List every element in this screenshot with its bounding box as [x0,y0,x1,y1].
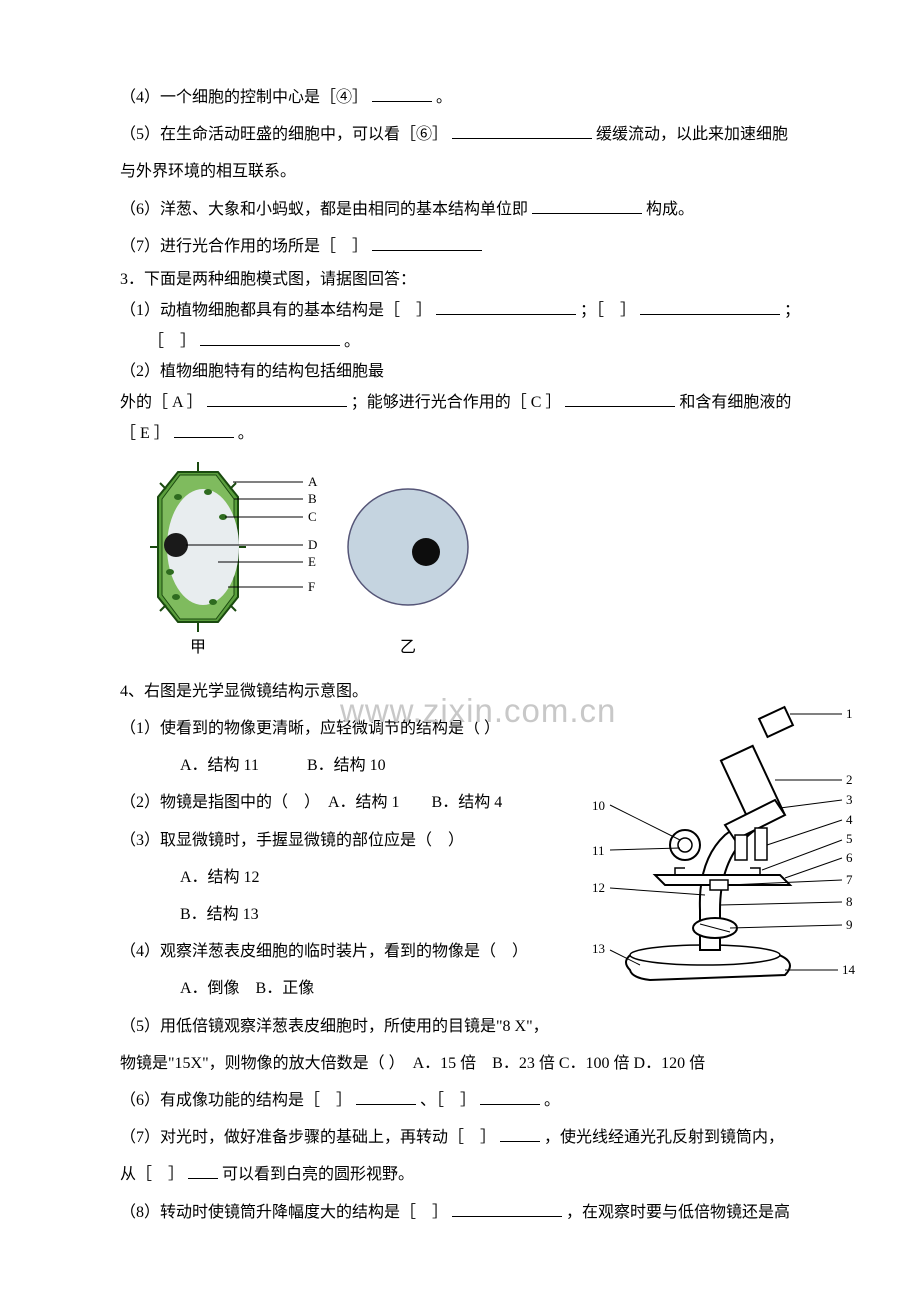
q3-2-blank2[interactable] [565,391,675,407]
q4-7-blank1[interactable] [500,1126,540,1142]
q3-1e: 。 [344,333,360,350]
q4-6a: （6）有成像功能的结构是［ ］ [120,1092,352,1109]
q5a: （5）在生命活动旺盛的细胞中，可以看［⑥］ [120,126,448,143]
q4-6b: 、［ ］ [420,1092,476,1109]
q6a: （6）洋葱、大象和小蚂蚁，都是由相同的基本结构单位即 [120,201,528,218]
cell-svg: A B C D E F 甲 乙 [128,457,488,657]
q4-6: （6）有成像功能的结构是［ ］ 、［ ］ 。 [120,1083,820,1118]
q4-4a: A．倒像 B．正像 [120,971,820,1006]
mr-7: 7 [846,872,853,887]
q4-7-blank2[interactable] [188,1163,218,1179]
q5b: 缓缓流动，以此来加速细胞 [596,126,788,143]
q4-5: （5）用低倍镜观察洋葱表皮细胞时，所使用的目镜是"8 X"， [120,1009,820,1044]
q3-1-blank1[interactable] [436,299,576,315]
mr-9: 9 [846,917,853,932]
q3-1-blank2[interactable] [640,299,780,315]
watermark: www.zixin.com.cn [340,675,616,748]
q7a: （7）进行光合作用的场所是［ ］ [120,238,368,255]
q4-text: （4）一个细胞的控制中心是［④］ [120,89,368,106]
cell-diagram: A B C D E F 甲 乙 [128,457,820,670]
question-3-2a: （2）植物细胞特有的结构包括细胞最 [120,358,820,387]
mr-2: 2 [846,772,853,787]
label-f: F [308,579,315,594]
mr-3: 3 [846,792,853,807]
q4-end: 。 [436,89,452,106]
question-3-2b: 外的［ A ］ ；能够进行光合作用的［ C ］ 和含有细胞液的 [120,389,820,418]
question-7: （7）进行光合作用的场所是［ ］ [120,229,820,264]
q3-2d: 和含有细胞液的 [679,394,791,411]
label-e: E [308,554,316,569]
q3-2e: ［ E ］ [120,425,170,442]
mr-14: 14 [842,962,856,977]
q4-3a: A．结构 12 [120,860,820,895]
q4-1-options: A．结构 11 B．结构 10 [120,748,820,783]
label-a: A [308,474,318,489]
q3-2f: 。 [238,425,254,442]
q7-blank[interactable] [372,235,482,251]
question-4: （4）一个细胞的控制中心是［④］ 。 [120,80,820,115]
q4-5b: 物镜是"15X"，则物像的放大倍数是（ ） A．15 倍 B．23 倍 C．10… [120,1046,820,1081]
q3-2-blank1[interactable] [207,391,347,407]
q4-7b: ，使光线经通光孔反射到镜筒内， [544,1129,784,1146]
q4-8a: （8）转动时使镜筒升降幅度大的结构是［ ］ [120,1204,448,1221]
q3-1b: ；［ ］ [580,302,636,319]
q3-2b: 外的［ A ］ [120,394,203,411]
q4-6-blank2[interactable] [480,1089,540,1105]
q4-3b: B．结构 13 [120,897,820,932]
q5c: 与外界环境的相互联系。 [120,163,296,180]
question-3-intro: 3．下面是两种细胞模式图，请据图回答： [120,266,820,295]
q4-4: （4）观察洋葱表皮细胞的临时装片，看到的物像是（ ） [120,934,820,969]
q6-blank[interactable] [532,198,642,214]
question-5-line1: （5）在生命活动旺盛的细胞中，可以看［⑥］ 缓缓流动，以此来加速细胞 [120,117,820,152]
q4-7c: 从［ ］ [120,1166,184,1183]
mr-8: 8 [846,894,853,909]
mr-4: 4 [846,812,853,827]
mr-1: 1 [846,706,853,721]
q4-8: （8）转动时使镜筒升降幅度大的结构是［ ］ ，在观察时要与低倍物镜还是高 [120,1195,820,1230]
q3-1a: （1）动植物细胞都具有的基本结构是［ ］ [120,302,432,319]
q4-7-cont: 从［ ］ 可以看到白亮的圆形视野。 [120,1157,820,1192]
q4-6-blank1[interactable] [356,1089,416,1105]
caption-left: 甲 [190,639,206,656]
q4-2: （2）物镜是指图中的（ ） A．结构 1 B．结构 4 [120,785,820,820]
q5-blank[interactable] [452,123,592,139]
q3-2c: ；能够进行光合作用的［ C ］ [351,394,562,411]
question-3-2e: ［ E ］ 。 [120,420,820,449]
q4-8b: ，在观察时要与低倍物镜还是高 [566,1204,790,1221]
mr-6: 6 [846,850,853,865]
q3-1d: ［ ］ [148,333,196,350]
question-3-1-cont: ［ ］ 。 [120,328,820,357]
q4-6c: 。 [544,1092,560,1109]
q3-2-blank3[interactable] [174,422,234,438]
caption-right: 乙 [400,639,416,656]
q3-1c: ； [784,302,800,319]
q4-3: （3）取显微镜时，手握显微镜的部位应是（ ） [120,823,820,858]
question-5-line2: 与外界环境的相互联系。 [120,154,820,189]
question-6: （6）洋葱、大象和小蚂蚁，都是由相同的基本结构单位即 构成。 [120,192,820,227]
label-b: B [308,491,317,506]
q4-7a: （7）对光时，做好准备步骤的基础上，再转动［ ］ [120,1129,496,1146]
q4-7d: 可以看到白亮的圆形视野。 [222,1166,414,1183]
question-3-1: （1）动植物细胞都具有的基本结构是［ ］ ；［ ］ ； [120,297,820,326]
label-d: D [308,537,317,552]
mr-5: 5 [846,831,853,846]
q6b: 构成。 [646,201,694,218]
q4-8-blank[interactable] [452,1201,562,1217]
label-c: C [308,509,317,524]
q4-7: （7）对光时，做好准备步骤的基础上，再转动［ ］ ，使光线经通光孔反射到镜筒内， [120,1120,820,1155]
q3-1-blank3[interactable] [200,330,340,346]
q4-blank[interactable] [372,86,432,102]
